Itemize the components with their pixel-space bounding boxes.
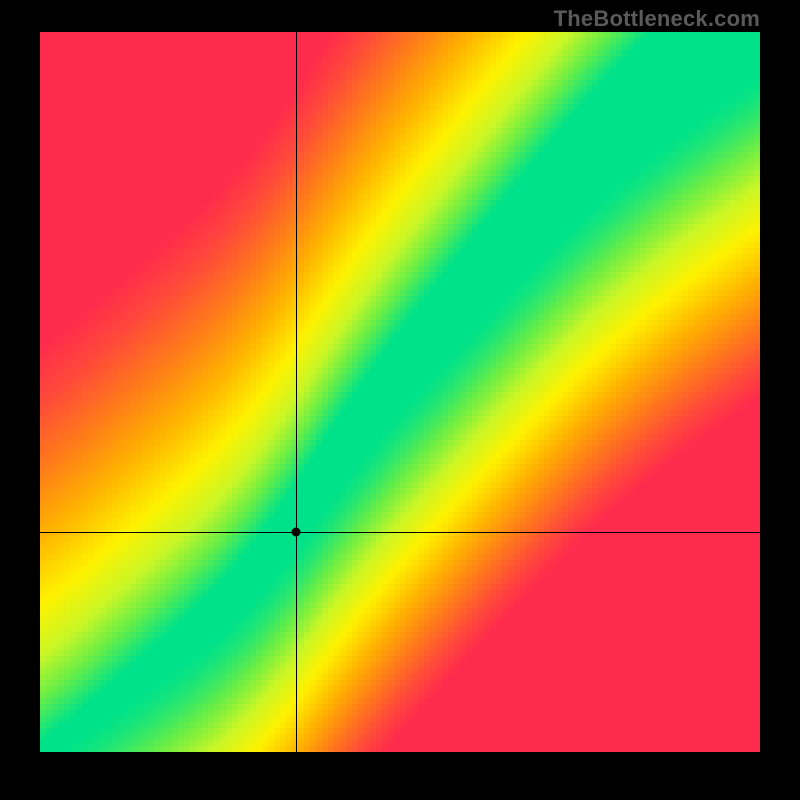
watermark-text: TheBottleneck.com <box>554 6 760 32</box>
crosshair-vertical <box>296 32 297 752</box>
bottleneck-heatmap <box>40 32 760 752</box>
chart-frame: TheBottleneck.com <box>0 0 800 800</box>
data-point-marker <box>291 528 300 537</box>
plot-container <box>40 32 760 752</box>
crosshair-horizontal <box>40 532 760 533</box>
